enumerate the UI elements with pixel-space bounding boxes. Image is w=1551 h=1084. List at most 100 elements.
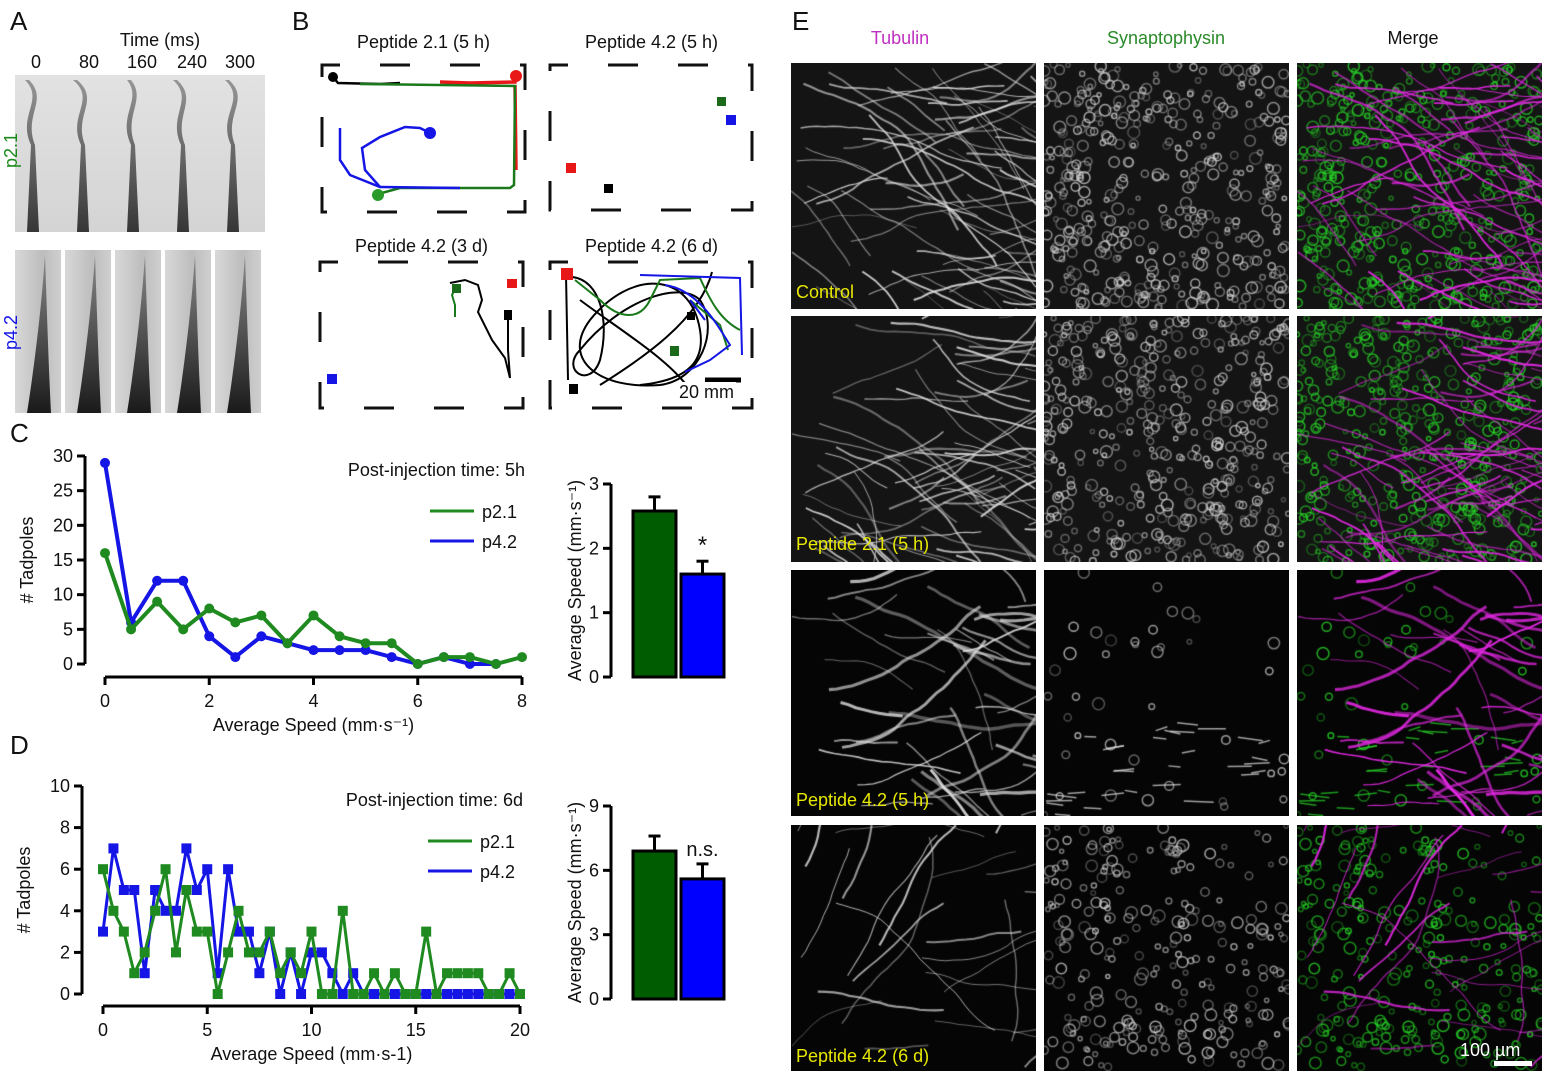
tail-frame (173, 80, 189, 232)
trajectory-arena-4 (561, 268, 743, 394)
micro-scale-bar (1494, 1061, 1532, 1066)
data-point (233, 905, 244, 916)
legend-label: p4.2 (480, 862, 515, 882)
micrograph-tubulin-row-2 (791, 316, 1036, 562)
time-label: 80 (78, 52, 100, 72)
data-point (360, 645, 371, 656)
data-point (369, 989, 380, 999)
data-point (139, 968, 150, 979)
y-tick-label: 1 (589, 603, 599, 623)
column-header-text: Tubulin (870, 28, 930, 48)
tadpole-tail-frames (15, 75, 265, 413)
data-point (98, 864, 108, 875)
annotation: Post-injection time: 5h (348, 460, 525, 480)
data-point (204, 631, 215, 642)
data-point (129, 885, 140, 895)
data-point (348, 989, 359, 999)
y-tick-label: 6 (60, 859, 70, 879)
y-tick-label: 9 (589, 796, 599, 816)
data-point (389, 968, 400, 979)
y-tick-label: 8 (60, 818, 70, 838)
data-point (126, 624, 137, 635)
column-header-text: Merge (1387, 28, 1439, 48)
data-point (389, 989, 400, 999)
data-point (442, 968, 453, 979)
data-point (152, 575, 163, 586)
y-tick-label: 6 (589, 860, 599, 880)
y-tick-label: 5 (63, 619, 73, 639)
micrograph-tubulin-row-3 (791, 570, 1036, 816)
data-point (233, 926, 244, 937)
data-point (306, 947, 317, 958)
data-point (243, 947, 254, 958)
micrograph-synaptophysin-row-4 (1044, 825, 1289, 1071)
data-point (212, 989, 223, 999)
x-axis-label: Average Speed (mm·s⁻¹) (213, 715, 414, 735)
column-header-merge: Merge (1353, 28, 1473, 49)
data-point (230, 617, 241, 628)
data-point (400, 989, 411, 999)
time-axis-label: Time (ms) (119, 30, 201, 50)
y-tick-label: 0 (63, 654, 73, 674)
data-point (243, 926, 254, 937)
annotation: Post-injection time: 6d (346, 790, 523, 810)
data-point (358, 989, 369, 999)
y-tick-label: 25 (53, 481, 73, 501)
row-label-peptide-4-2-6d: Peptide 4.2 (6 d) (796, 1046, 930, 1066)
tail-frame (77, 255, 101, 413)
column-header-synaptophysin: Synaptophysin (1066, 28, 1266, 49)
x-tick-label: 6 (413, 691, 423, 711)
data-point (282, 638, 293, 649)
data-point (152, 596, 163, 607)
y-tick-label: 3 (589, 474, 599, 494)
y-tick-label: 0 (589, 667, 599, 687)
arena-title: Peptide 4.2 (6 d) (584, 236, 719, 256)
x-tick-label: 8 (517, 691, 527, 711)
legend-label: p4.2 (482, 532, 517, 552)
data-point (191, 885, 202, 895)
data-point (191, 926, 202, 937)
panel-label-b: B (292, 6, 310, 36)
arena-frame (548, 260, 754, 410)
arena-title: Peptide 4.2 (5 h) (584, 32, 719, 52)
data-point (306, 926, 317, 937)
x-tick-label: 0 (98, 1020, 108, 1040)
y-tick-label: 20 (53, 515, 73, 535)
data-point (150, 885, 161, 895)
x-tick-label: 20 (510, 1020, 530, 1040)
y-tick-label: 2 (589, 538, 599, 558)
data-point (438, 652, 449, 663)
significance-label: * (698, 532, 707, 559)
y-axis-label: Average Speed (mm·s⁻¹) (565, 802, 585, 1003)
data-point (264, 926, 275, 937)
row-label-peptide-2-1-5h: Peptide 2.1 (5 h) (796, 534, 930, 554)
data-point (464, 659, 475, 669)
data-point (412, 659, 423, 669)
data-point (308, 610, 319, 621)
data-point (181, 885, 192, 895)
y-axis-label: # Tadpoles (14, 847, 34, 934)
x-axis-label: Average Speed (mm·s-1) (211, 1044, 413, 1064)
arena-frame (318, 260, 525, 410)
arena-title: Peptide 2.1 (5 h) (356, 32, 491, 52)
data-point (118, 885, 129, 895)
data-point (254, 947, 265, 958)
row-label-control: Control (796, 282, 855, 302)
micrograph-synaptophysin-row-2 (1044, 316, 1289, 562)
legend-label: p2.1 (480, 832, 515, 852)
data-point (202, 926, 213, 937)
trajectory-plots (318, 63, 754, 410)
data-point (275, 968, 286, 979)
data-point (442, 989, 453, 999)
data-point (421, 989, 432, 999)
bar-p4.2 (679, 572, 726, 679)
data-point (504, 968, 515, 979)
data-point (386, 652, 397, 663)
data-point (462, 968, 473, 979)
data-point (212, 968, 223, 979)
scale-bar-label: 20 mm (677, 382, 737, 403)
data-point (254, 968, 265, 979)
data-point (494, 989, 505, 999)
data-point (473, 989, 484, 999)
data-point (316, 989, 327, 999)
